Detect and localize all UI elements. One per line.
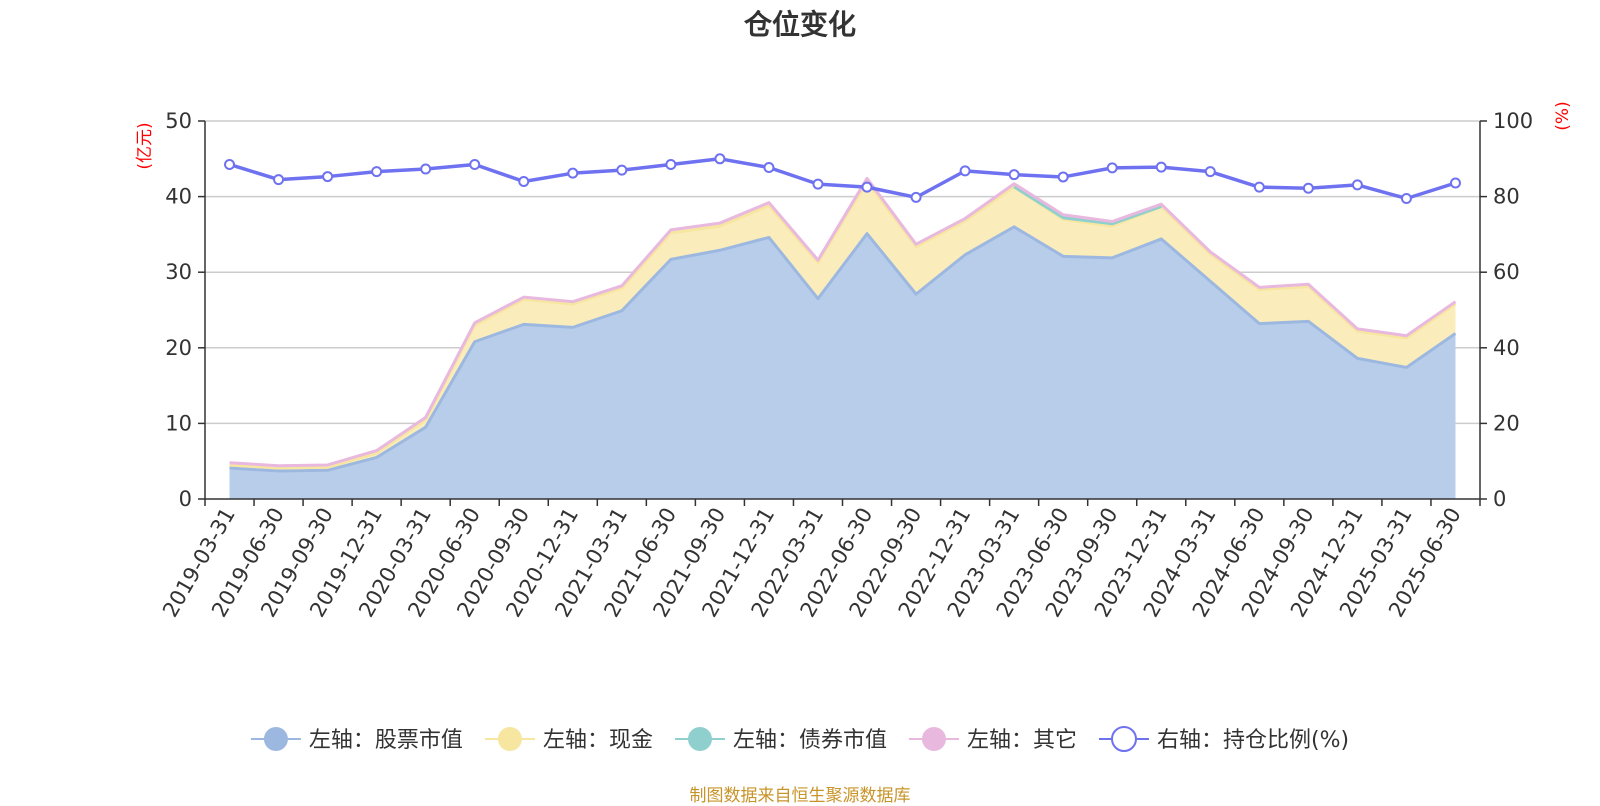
right-tick-label: 40 xyxy=(1493,336,1520,360)
right-tick-label: 100 xyxy=(1493,109,1533,133)
legend-label: 左轴：债券市值 xyxy=(733,728,887,753)
area-series-0 xyxy=(229,226,1456,499)
ratio-point xyxy=(224,158,236,170)
legend-label: 左轴：其它 xyxy=(967,728,1077,753)
legend-item-4[interactable]: 右轴：持仓比例(%) xyxy=(1098,726,1349,753)
ratio-point xyxy=(1400,192,1412,204)
legend-label: 右轴：持仓比例(%) xyxy=(1157,728,1349,753)
ratio-point xyxy=(763,161,775,173)
legend-circle-icon xyxy=(497,727,522,751)
ratio-point xyxy=(322,171,334,183)
left-tick-label: 0 xyxy=(179,487,192,511)
ratio-point xyxy=(1204,166,1216,178)
stacked-areas xyxy=(229,178,1456,499)
ratio-point xyxy=(1351,179,1363,191)
left-tick-label: 50 xyxy=(165,109,192,133)
legend-label: 左轴：股票市值 xyxy=(309,728,463,753)
right-tick-label: 60 xyxy=(1493,260,1520,284)
data-source-note: 制图数据来自恒生聚源数据库 xyxy=(689,786,911,806)
ratio-point xyxy=(518,175,530,187)
ratio-point xyxy=(1057,171,1069,183)
legend-item-3[interactable]: 左轴：其它 xyxy=(908,727,1077,753)
ratio-point xyxy=(420,163,432,175)
line-holding-ratio xyxy=(229,157,1457,201)
series-lines xyxy=(229,157,1457,473)
ratio-point xyxy=(714,153,726,165)
legend-item-0[interactable]: 左轴：股票市值 xyxy=(250,727,463,753)
left-tick-label: 20 xyxy=(165,336,192,360)
ratio-point xyxy=(567,167,579,179)
ratio-point xyxy=(1155,161,1167,173)
left-tick-label: 30 xyxy=(165,260,192,284)
right-tick-label: 0 xyxy=(1493,487,1506,511)
legend[interactable]: 左轴：股票市值 左轴：现金 左轴：债券市值 左轴：其它 右轴：持仓比例(%) xyxy=(250,726,1349,753)
ratio-point xyxy=(910,191,922,203)
line-series-0 xyxy=(229,225,1457,473)
ratio-point xyxy=(616,164,628,176)
line-series-2 xyxy=(1013,185,1162,226)
legend-hollow-circle-icon xyxy=(1110,726,1137,752)
ratio-points xyxy=(224,153,1461,204)
ratio-point xyxy=(273,174,285,186)
left-tick-label: 40 xyxy=(165,185,192,209)
legend-circle-icon xyxy=(921,727,946,751)
legend-item-2[interactable]: 左轴：债券市值 xyxy=(674,727,887,753)
ratio-point xyxy=(1106,162,1118,174)
ratio-point xyxy=(665,158,677,170)
ratio-point xyxy=(861,181,873,193)
ratio-point xyxy=(469,158,481,170)
right-axis-unit: (%) xyxy=(1553,101,1573,130)
chart-title: 仓位变化 xyxy=(744,8,856,41)
legend-label: 左轴：现金 xyxy=(543,728,653,753)
line-series-3 xyxy=(229,176,1457,468)
ratio-point xyxy=(371,166,383,178)
legend-circle-icon xyxy=(263,727,288,751)
legend-circle-icon xyxy=(687,727,712,751)
ratio-point xyxy=(812,178,824,190)
right-tick-label: 20 xyxy=(1493,411,1520,435)
ratio-point xyxy=(959,165,971,177)
left-tick-label: 10 xyxy=(165,411,192,435)
legend-item-1[interactable]: 左轴：现金 xyxy=(484,727,653,753)
right-tick-label: 80 xyxy=(1493,185,1520,209)
ratio-point xyxy=(1302,182,1314,194)
left-axis-unit: (亿元) xyxy=(135,122,155,169)
ratio-point xyxy=(1449,177,1461,189)
ratio-point xyxy=(1253,181,1265,193)
ratio-point xyxy=(1008,169,1020,181)
